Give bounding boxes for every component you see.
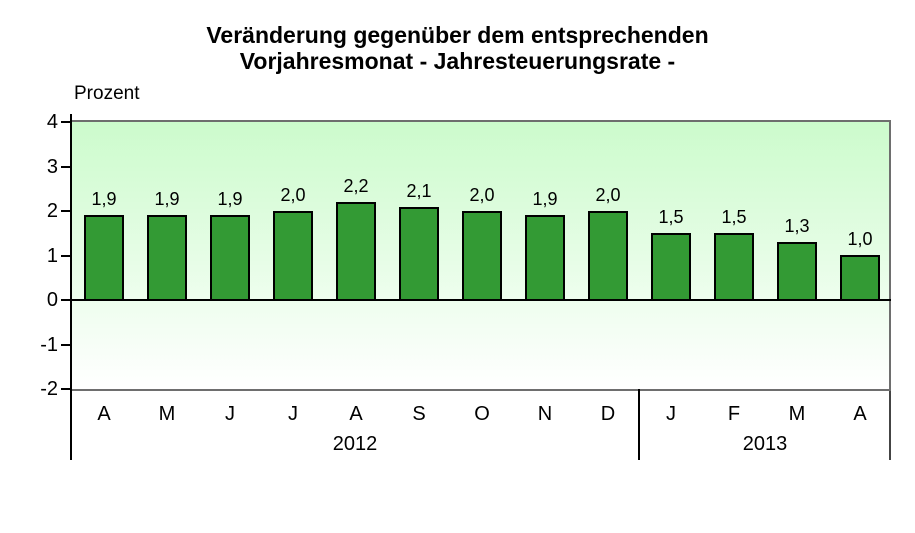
- y-tick-mark: [61, 254, 70, 257]
- y-tick-mark: [61, 210, 70, 212]
- bar: [399, 207, 439, 301]
- year-label-2012: 2012: [332, 433, 378, 455]
- x-axis-month-label: M: [158, 403, 176, 425]
- bar-value-label: 1,3: [784, 216, 810, 236]
- zero-baseline: [72, 299, 891, 301]
- bar: [714, 233, 754, 301]
- x-axis-month-label: N: [537, 403, 553, 425]
- x-axis-month-label: A: [853, 403, 867, 425]
- y-tick-label: -2: [40, 378, 58, 400]
- x-axis-month-label: J: [225, 403, 235, 425]
- chart-title-line2: Vorjahresmonat - Jahresteuerungsrate -: [239, 48, 676, 74]
- bar-value-label: 1,9: [91, 189, 117, 209]
- bar: [777, 242, 817, 301]
- right-border-extension: [889, 391, 891, 460]
- y-tick-label: 3: [46, 155, 58, 178]
- x-axis-month-label: O: [474, 403, 490, 425]
- y-tick-mark: [61, 299, 70, 301]
- bar-value-label: 1,9: [154, 189, 180, 209]
- bar-value-label: 2,2: [343, 176, 369, 196]
- bar-value-label: 1,9: [532, 189, 558, 209]
- y-tick-mark: [61, 343, 70, 346]
- y-tick-mark: [61, 388, 70, 390]
- x-axis-month-label: J: [666, 403, 676, 425]
- bar: [588, 211, 628, 301]
- bar: [651, 233, 691, 301]
- x-axis-month-label: D: [600, 403, 616, 425]
- y-tick-label: 1: [46, 244, 58, 267]
- y-tick-label: -1: [40, 333, 58, 356]
- bar-value-label: 1,5: [658, 207, 684, 227]
- y-tick-mark: [61, 121, 70, 123]
- chart-title: Veränderung gegenüber dem entsprechenden…: [0, 22, 915, 74]
- bar: [840, 255, 880, 301]
- y-tick-mark: [61, 165, 70, 168]
- bar: [210, 215, 250, 301]
- bar-value-label: 2,0: [595, 185, 621, 205]
- x-axis-month-label: J: [288, 403, 298, 425]
- bar-value-label: 2,1: [406, 181, 432, 201]
- chart-title-line1: Veränderung gegenüber dem entsprechenden: [206, 22, 709, 48]
- y-tick-label: 2: [46, 200, 58, 222]
- bar: [336, 202, 376, 301]
- bar: [462, 211, 502, 301]
- x-axis-month-label: A: [97, 403, 111, 425]
- bar-value-label: 1,9: [217, 189, 243, 209]
- bar: [273, 211, 313, 301]
- bar-value-label: 2,0: [280, 185, 306, 205]
- bar-value-label: 1,0: [847, 229, 873, 249]
- year-divider-line: [638, 389, 640, 460]
- x-axis-month-label: M: [788, 403, 806, 425]
- bar-value-label: 2,0: [469, 185, 495, 205]
- bar: [525, 215, 565, 301]
- y-tick-label: 4: [46, 111, 58, 133]
- bar-value-label: 1,5: [721, 207, 747, 227]
- y-tick-label: 0: [46, 289, 58, 311]
- bar: [84, 215, 124, 301]
- year-label-2013: 2013: [742, 433, 788, 455]
- x-axis-month-label: A: [349, 403, 363, 425]
- y-axis-unit-label: Prozent: [74, 83, 140, 104]
- bar: [147, 215, 187, 301]
- y-axis-line: [70, 114, 72, 460]
- x-axis-month-label: S: [412, 403, 426, 425]
- x-axis-month-label: F: [727, 403, 741, 425]
